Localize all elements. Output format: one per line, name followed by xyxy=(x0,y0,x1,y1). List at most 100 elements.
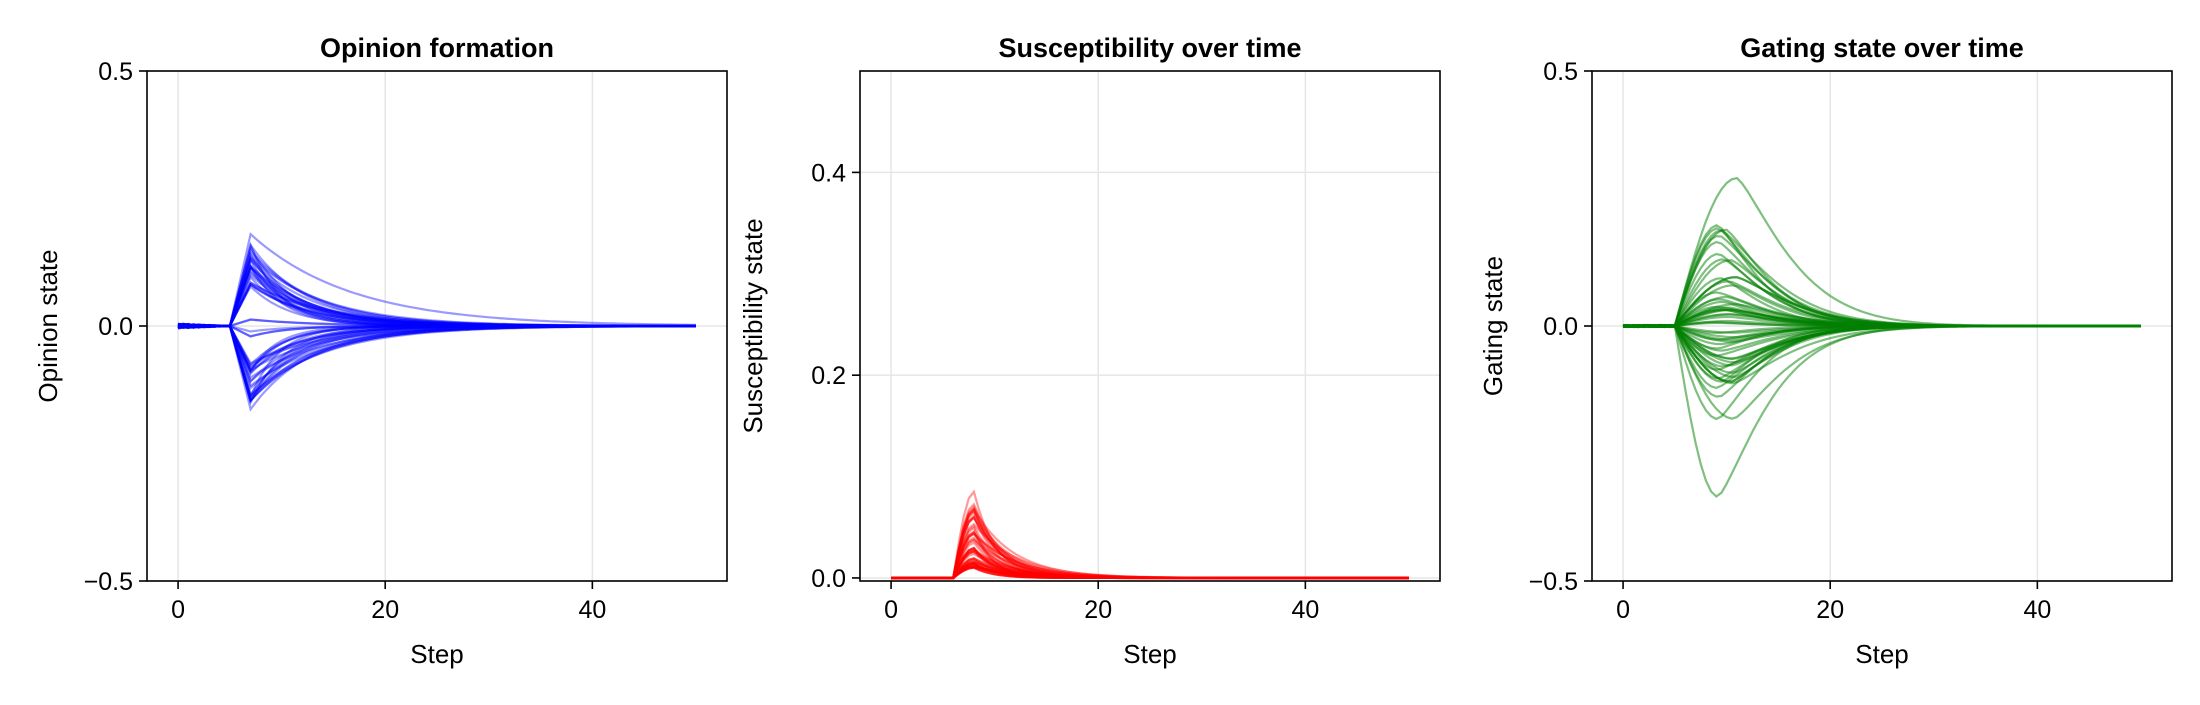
series-line xyxy=(891,537,1409,580)
series-line xyxy=(177,270,696,329)
series-line xyxy=(891,549,1409,580)
series-line xyxy=(891,566,1409,580)
series-line xyxy=(891,516,1409,580)
series-line xyxy=(891,557,1409,580)
series-line xyxy=(177,322,696,375)
series-group xyxy=(1622,176,2141,498)
series-line xyxy=(177,323,696,338)
series-line xyxy=(891,541,1409,580)
series-line xyxy=(891,559,1409,580)
series-line xyxy=(177,323,696,403)
series-line xyxy=(891,510,1409,580)
chart-title: Gating state over time xyxy=(1740,33,2024,63)
series-line xyxy=(177,282,696,329)
series-line xyxy=(177,323,696,365)
y-axis-label: Susceptibility state xyxy=(738,218,768,433)
series-line xyxy=(177,264,696,329)
series-line xyxy=(891,564,1409,580)
series-line xyxy=(891,530,1409,580)
series-line xyxy=(891,565,1409,580)
series-line xyxy=(177,323,696,403)
x-tick-label: 40 xyxy=(2023,596,2051,624)
series-line xyxy=(177,322,696,388)
series-line xyxy=(891,562,1409,580)
series-line xyxy=(177,257,696,329)
y-tick-label: −0.5 xyxy=(84,568,133,596)
series-line xyxy=(177,263,696,329)
series-group xyxy=(891,489,1409,580)
series-line xyxy=(891,550,1409,580)
x-tick-label: 0 xyxy=(1616,596,1630,624)
y-tick-label: 0.4 xyxy=(811,159,846,187)
series-line xyxy=(178,251,696,328)
y-axis-label: Opinion state xyxy=(33,249,63,402)
y-tick-label: 0.0 xyxy=(1543,313,1578,341)
series-line xyxy=(891,561,1409,580)
series-line xyxy=(891,566,1409,580)
y-tick-label: 0.0 xyxy=(811,565,846,593)
series-line xyxy=(891,561,1409,580)
series-line xyxy=(891,549,1409,580)
series-line xyxy=(891,560,1409,580)
series-line xyxy=(177,323,696,338)
x-tick-label: 40 xyxy=(578,596,606,624)
series-line xyxy=(177,322,696,404)
series-line xyxy=(891,564,1409,580)
series-line xyxy=(178,248,696,329)
series-line xyxy=(177,318,696,329)
series-line xyxy=(891,550,1409,580)
series-line xyxy=(177,323,696,380)
series-line xyxy=(891,507,1409,580)
series-line xyxy=(178,324,696,370)
series-line xyxy=(177,322,696,403)
series-line xyxy=(177,323,696,400)
series-line xyxy=(178,282,696,328)
series-line xyxy=(891,546,1409,580)
plot-frame xyxy=(859,70,1441,582)
x-axis-label: Step xyxy=(1123,639,1177,669)
y-tick-label: 0.2 xyxy=(811,362,846,390)
x-tick-label: 0 xyxy=(171,596,185,624)
series-line xyxy=(891,562,1409,580)
series-line xyxy=(891,508,1409,580)
series-line xyxy=(891,563,1409,580)
series-line xyxy=(177,322,696,403)
series-line xyxy=(177,263,696,329)
series-line xyxy=(891,532,1409,580)
series-line xyxy=(891,562,1409,580)
series-line xyxy=(891,515,1409,580)
series-line xyxy=(177,323,696,412)
y-tick-label: 0.5 xyxy=(1543,58,1578,86)
series-line xyxy=(891,565,1409,580)
series-line xyxy=(177,256,696,330)
x-tick-label: 0 xyxy=(884,596,898,624)
series-line xyxy=(891,566,1409,580)
series-line xyxy=(891,524,1409,580)
series-line xyxy=(891,532,1409,580)
series-line xyxy=(891,506,1409,580)
series-line xyxy=(177,322,696,399)
series-line xyxy=(891,515,1409,580)
series-line xyxy=(177,322,696,384)
series-line xyxy=(891,548,1409,580)
series-line xyxy=(1623,308,2141,328)
series-line xyxy=(177,322,696,391)
series-line xyxy=(891,562,1409,580)
series-line xyxy=(891,558,1409,580)
x-tick-label: 40 xyxy=(1291,596,1319,624)
series-line xyxy=(891,530,1409,580)
series-line xyxy=(891,560,1409,580)
series-line xyxy=(177,232,696,329)
series-line xyxy=(177,265,696,330)
series-line xyxy=(891,526,1409,580)
series-line xyxy=(177,322,696,376)
chart-panel-1: 0 20 40 −0.5 0.0 0.5 Opinion formation Step Opin… xyxy=(33,33,728,669)
series-line xyxy=(891,565,1409,580)
chart-title: Opinion formation xyxy=(320,33,554,63)
series-line xyxy=(177,323,696,406)
series-line xyxy=(177,318,696,329)
x-tick-label: 20 xyxy=(371,596,399,624)
series-line xyxy=(891,552,1409,580)
